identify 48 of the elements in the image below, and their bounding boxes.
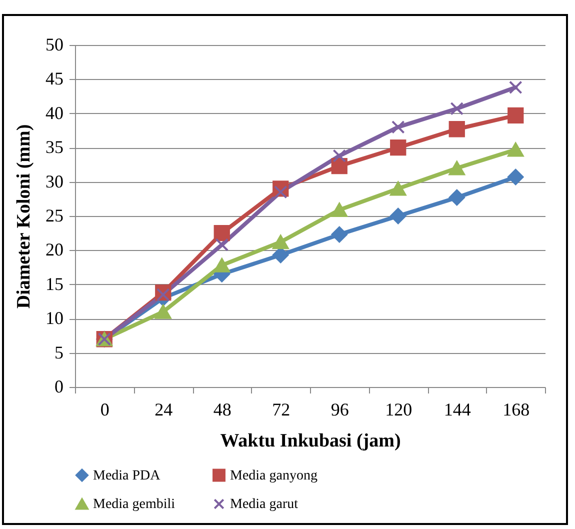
point bbox=[508, 107, 524, 124]
point bbox=[331, 158, 348, 174]
x-tick-label: 144 bbox=[444, 400, 471, 420]
y-tick-label: 30 bbox=[46, 171, 64, 192]
legend-label: Media gembili bbox=[93, 497, 176, 512]
point bbox=[448, 189, 465, 206]
point bbox=[214, 258, 230, 272]
x-tick-label: 0 bbox=[100, 400, 110, 420]
x-tick-label: 168 bbox=[502, 400, 530, 420]
point bbox=[390, 208, 406, 224]
y-tick-label: 15 bbox=[46, 274, 64, 294]
x-tick-label: 96 bbox=[330, 400, 349, 420]
y-tick-label: 40 bbox=[46, 102, 64, 123]
y-tick-label: 50 bbox=[46, 34, 64, 54]
point bbox=[215, 238, 229, 252]
x-tick-label: 72 bbox=[272, 400, 290, 420]
y-tick-label: 35 bbox=[46, 137, 64, 158]
y-tick-label: 0 bbox=[54, 376, 64, 396]
legend-label: Media garut bbox=[230, 497, 298, 512]
x-tick-label: 120 bbox=[385, 400, 412, 420]
point bbox=[331, 202, 348, 217]
x-tick-label: 48 bbox=[213, 400, 232, 420]
x-tick-label: 24 bbox=[154, 400, 173, 420]
x-axis-title: Waktu Inkubasi (jam) bbox=[220, 430, 401, 452]
point bbox=[508, 168, 524, 186]
point bbox=[156, 288, 170, 302]
point bbox=[331, 226, 348, 243]
y-tick-label: 5 bbox=[54, 342, 64, 362]
point bbox=[155, 304, 172, 319]
point bbox=[391, 120, 405, 134]
point bbox=[448, 160, 465, 176]
point bbox=[274, 185, 288, 199]
point bbox=[508, 142, 524, 157]
point bbox=[390, 140, 406, 156]
point bbox=[272, 234, 289, 250]
y-tick-label: 20 bbox=[46, 240, 64, 260]
y-tick-label: 25 bbox=[46, 206, 64, 226]
point bbox=[332, 149, 346, 162]
point bbox=[214, 225, 230, 242]
point bbox=[450, 102, 464, 116]
legend-label: Media ganyong bbox=[230, 468, 318, 484]
y-tick-label: 45 bbox=[46, 68, 64, 89]
y-tick-label: 10 bbox=[46, 308, 64, 328]
y-axis-title: Diameter Koloni (mm) bbox=[14, 124, 34, 309]
legend-label: Media PDA bbox=[93, 468, 162, 484]
point bbox=[448, 121, 465, 138]
point bbox=[390, 182, 406, 196]
point bbox=[508, 80, 522, 94]
